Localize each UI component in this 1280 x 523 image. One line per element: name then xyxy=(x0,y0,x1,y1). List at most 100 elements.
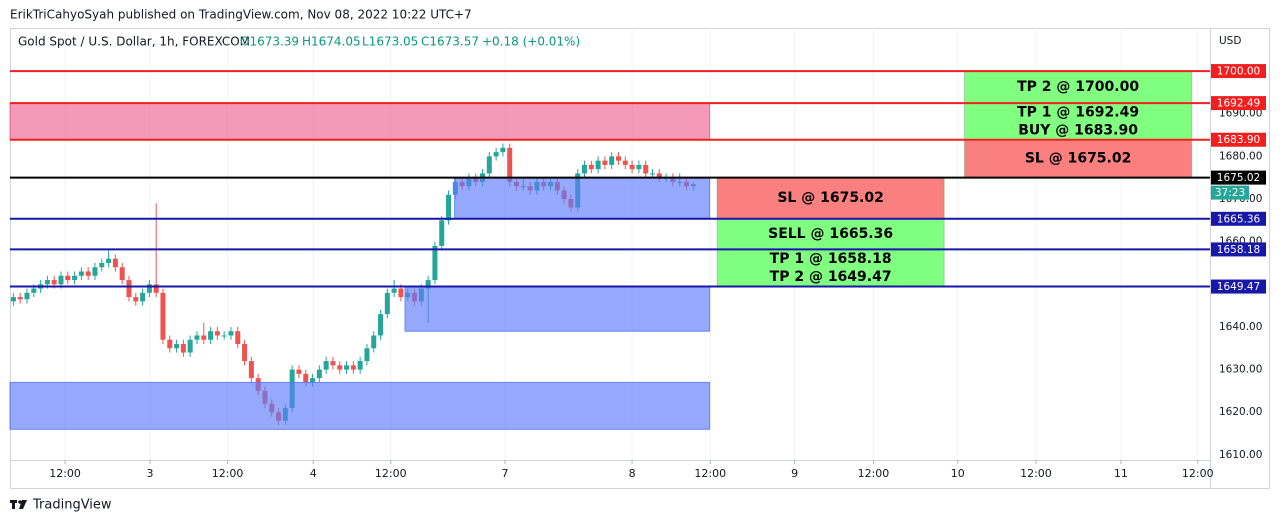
candle-body xyxy=(330,361,336,366)
candle-body xyxy=(609,156,615,165)
level-tag xyxy=(1211,64,1266,79)
level-tag xyxy=(1211,132,1266,147)
candle-body xyxy=(446,194,452,221)
ohlc-label: H1674.05 xyxy=(302,35,361,49)
x-tick-label: 12:00 xyxy=(49,467,81,480)
candle-body xyxy=(316,369,322,379)
candle-body xyxy=(126,280,132,298)
candle-body xyxy=(44,280,50,285)
candle-body xyxy=(371,335,377,349)
candle-body xyxy=(153,284,159,293)
candle-body xyxy=(214,331,220,336)
candle-body xyxy=(486,156,492,174)
candle-body xyxy=(357,361,363,370)
logo-part xyxy=(18,500,22,504)
candle-body xyxy=(146,284,152,293)
candle-body xyxy=(493,152,499,157)
candle-body xyxy=(242,344,248,362)
x-tick-label: 12:00 xyxy=(858,467,890,480)
candle-body xyxy=(582,164,588,174)
level-label: 1683.90 xyxy=(1217,134,1260,146)
y-axis-label: USD xyxy=(1219,35,1241,47)
level-label: 1675.02 xyxy=(1217,172,1260,184)
x-tick-label: 3 xyxy=(147,467,154,480)
x-tick-label: 12:00 xyxy=(1020,467,1052,480)
candle-body xyxy=(344,365,350,370)
level-label: 1649.47 xyxy=(1217,281,1260,293)
candle-body xyxy=(187,339,193,353)
trade-box xyxy=(716,248,945,288)
candle-body xyxy=(201,335,207,340)
tradingview-logo xyxy=(10,500,27,509)
candle-body xyxy=(221,335,227,337)
trade-box xyxy=(716,218,945,250)
candle-body xyxy=(160,292,166,340)
candle-body xyxy=(425,280,431,289)
x-tick-label: 8 xyxy=(629,467,636,480)
candle-body xyxy=(350,365,356,370)
candle-body xyxy=(17,297,23,300)
level-tag xyxy=(1211,242,1266,257)
candle-body xyxy=(31,288,37,293)
candle-body xyxy=(85,271,91,276)
candle-body xyxy=(92,267,98,276)
trade-box xyxy=(964,139,1193,179)
box-text: SELL @ 1665.36 xyxy=(768,226,893,242)
x-tick-label: 9 xyxy=(791,467,798,480)
candle-body xyxy=(180,344,186,353)
header: ErikTriCahyoSyah published on TradingVie… xyxy=(10,8,472,22)
candle-body xyxy=(99,262,105,268)
candle-body xyxy=(303,373,309,383)
x-tick-label: 11 xyxy=(1114,467,1128,480)
x-tick-label: 12:00 xyxy=(212,467,244,480)
candle-body xyxy=(310,378,316,383)
candle-body xyxy=(51,280,57,285)
candle-body xyxy=(208,331,214,340)
box-text: TP 1 @ 1692.49 xyxy=(1017,104,1139,120)
y-tick-label: 1680.00 xyxy=(1219,150,1262,162)
level-label: 1665.36 xyxy=(1217,213,1261,225)
footer: TradingView xyxy=(32,498,112,513)
candle-body xyxy=(119,267,125,281)
candle-body xyxy=(112,258,118,268)
candle-body xyxy=(24,292,30,300)
countdown: 37:23 xyxy=(1215,187,1245,199)
candle-body xyxy=(378,314,384,336)
candle-body xyxy=(10,297,16,302)
y-tick-label: 1690.00 xyxy=(1219,108,1262,120)
level-tag xyxy=(1211,211,1266,226)
candle-body xyxy=(615,156,621,161)
candle-body xyxy=(65,275,71,281)
x-tick-label: 7 xyxy=(501,467,508,480)
candle-body xyxy=(398,288,404,298)
zone xyxy=(9,381,711,430)
x-tick-label: 12:00 xyxy=(694,467,726,480)
logo-part xyxy=(12,500,15,509)
candle-body xyxy=(78,271,84,276)
candle-body xyxy=(507,147,513,182)
axes: 1610.001620.001630.001640.001650.001660.… xyxy=(49,64,1266,480)
x-tick-label: 4 xyxy=(310,467,317,480)
box-text: SL @ 1675.02 xyxy=(1025,151,1132,167)
zone xyxy=(454,177,711,220)
countdown-tag xyxy=(1211,185,1249,200)
ohlc-label: O1673.39 xyxy=(240,35,299,49)
candle-body xyxy=(194,335,200,340)
candle-body xyxy=(174,344,180,349)
ohlc-label: +0.18 (+0.01%) xyxy=(482,35,580,49)
chart-frame xyxy=(10,28,1270,489)
box-text: TP 1 @ 1658.18 xyxy=(770,251,892,267)
level-label: 1700.00 xyxy=(1217,66,1260,78)
candle-body xyxy=(337,365,343,370)
y-tick-label: 1630.00 xyxy=(1219,364,1262,376)
candle-body xyxy=(106,258,112,263)
candle-body xyxy=(384,292,390,315)
logo-part xyxy=(19,500,27,509)
candle-body xyxy=(364,348,370,362)
ohlc-label: C1673.57 xyxy=(421,35,479,49)
candle-body xyxy=(228,331,234,336)
candle-body xyxy=(588,164,594,170)
candle-body xyxy=(323,361,329,370)
candle-body xyxy=(58,275,64,285)
